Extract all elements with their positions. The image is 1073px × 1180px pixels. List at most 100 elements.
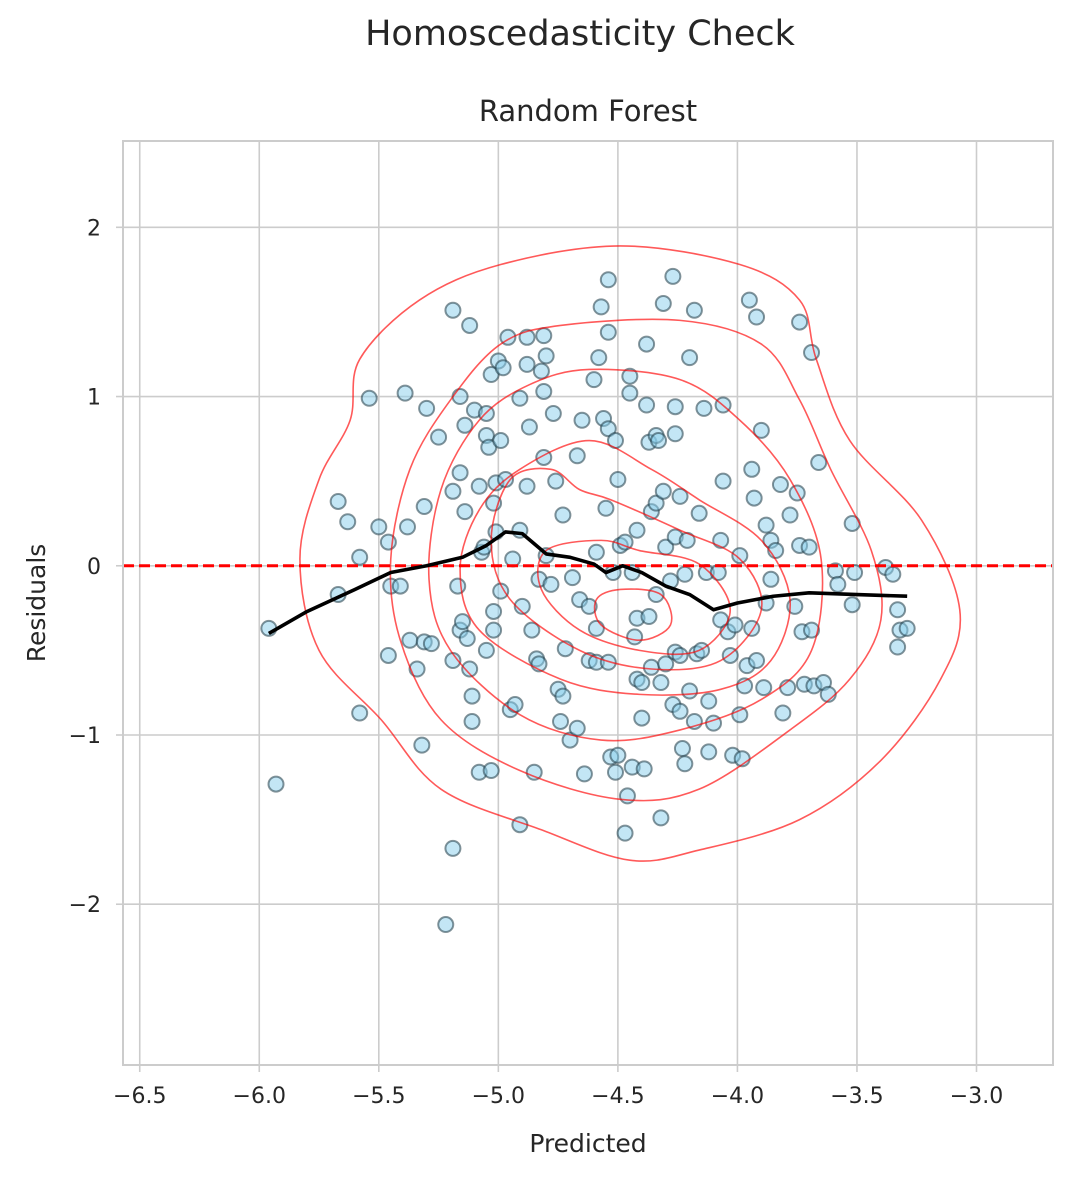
data-point (757, 516, 775, 534)
data-point (638, 335, 656, 353)
data-point (449, 577, 467, 595)
data-point (642, 658, 660, 676)
density-contour (427, 368, 824, 742)
data-point (518, 328, 536, 346)
data-point (413, 736, 431, 754)
data-point (690, 504, 708, 522)
data-point (695, 399, 713, 417)
data-point (444, 839, 462, 857)
data-point (523, 621, 541, 639)
x-tick-label: −3.5 (830, 1084, 883, 1109)
data-point (482, 762, 500, 780)
data-point (731, 547, 749, 565)
y-tick-label: 2 (87, 216, 101, 241)
x-tick-label: −4.0 (711, 1084, 764, 1109)
data-point (453, 613, 471, 631)
data-point (485, 621, 503, 639)
data-point (889, 638, 907, 656)
data-point (456, 416, 474, 434)
data-point (762, 570, 780, 588)
data-point (511, 389, 529, 407)
data-point (587, 619, 605, 637)
data-point (568, 719, 586, 737)
data-point (650, 432, 668, 450)
data-point (681, 682, 699, 700)
data-point (652, 674, 670, 692)
data-point (408, 660, 426, 678)
data-point (554, 506, 572, 524)
data-point (654, 482, 672, 500)
data-point (444, 301, 462, 319)
data-point (657, 655, 675, 673)
data-point (599, 323, 617, 341)
x-axis-label: Predicted (529, 1129, 646, 1158)
data-point (379, 646, 397, 664)
data-point (700, 692, 718, 710)
data-point (748, 652, 766, 670)
data-point (391, 577, 409, 595)
x-tick-label: −5.5 (352, 1084, 405, 1109)
data-point (573, 411, 591, 429)
data-point (470, 477, 488, 495)
data-point (810, 454, 828, 472)
y-tick-label: −1 (69, 724, 101, 749)
data-point (494, 359, 512, 377)
data-point (585, 371, 603, 389)
data-point (889, 601, 907, 619)
density-contour (299, 245, 962, 862)
data-point (525, 763, 543, 781)
data-point (616, 824, 634, 842)
data-point (745, 489, 763, 507)
data-point (791, 313, 809, 331)
data-point (444, 482, 462, 500)
data-point (351, 548, 369, 566)
data-point (535, 327, 553, 345)
data-point (712, 531, 730, 549)
plot-frame (122, 140, 1054, 1066)
data-point (461, 660, 479, 678)
data-point (731, 706, 749, 724)
data-point (415, 498, 433, 516)
data-point (554, 687, 572, 705)
data-point (616, 533, 634, 551)
data-point (575, 765, 593, 783)
data-point (671, 487, 689, 505)
density-contour (490, 467, 763, 671)
data-point (671, 646, 689, 664)
data-point (685, 301, 703, 319)
data-point (563, 569, 581, 587)
data-point (580, 597, 598, 615)
data-point (544, 404, 562, 422)
data-point (456, 503, 474, 521)
data-point (628, 521, 646, 539)
data-point (884, 565, 902, 583)
x-tick-label: −4.5 (591, 1084, 644, 1109)
data-point (542, 575, 560, 593)
data-point (492, 432, 510, 450)
data-point (485, 602, 503, 620)
data-point (621, 367, 639, 385)
data-point (504, 550, 522, 568)
density-contour (389, 318, 883, 802)
figure-title: Homoscedasticity Check (365, 14, 795, 54)
data-point (681, 349, 699, 367)
data-point (339, 513, 357, 531)
data-point (640, 608, 658, 626)
data-point (401, 631, 419, 649)
data-point (898, 619, 916, 637)
data-point (618, 787, 636, 805)
data-point (633, 674, 651, 692)
data-point (700, 743, 718, 761)
x-tick-label: −6.0 (233, 1084, 286, 1109)
data-point (437, 916, 455, 934)
data-point (587, 543, 605, 561)
data-point (676, 755, 694, 773)
data-point (518, 477, 536, 495)
data-point (329, 492, 347, 510)
data-point (740, 291, 758, 309)
data-point (664, 267, 682, 285)
data-point (422, 635, 440, 653)
y-tick-label: 0 (87, 555, 101, 580)
data-point (709, 564, 727, 582)
